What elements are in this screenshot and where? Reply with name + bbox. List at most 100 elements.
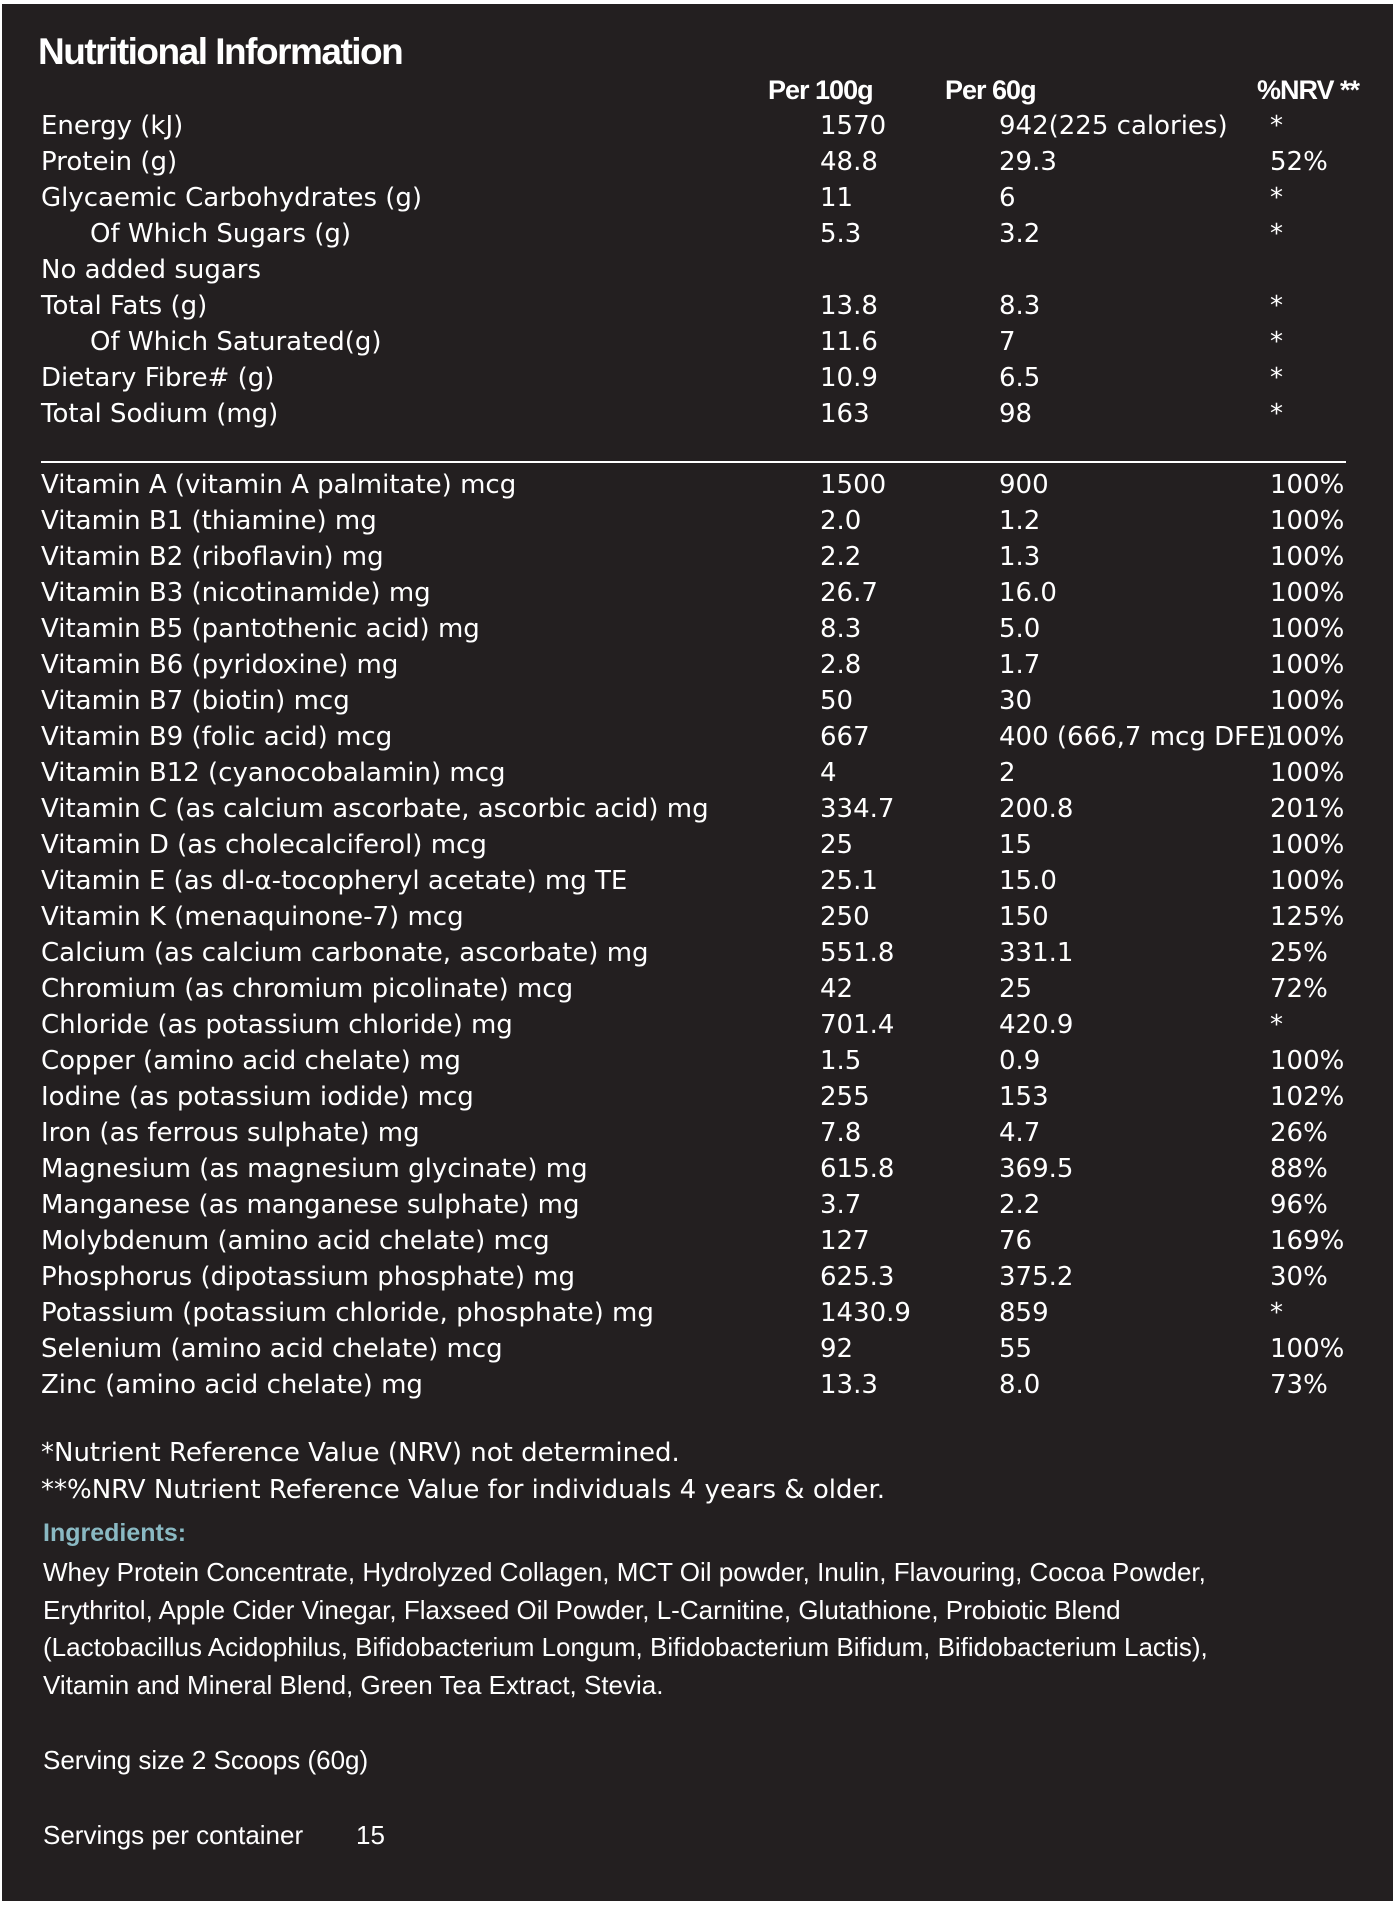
nrv: * <box>1270 183 1283 213</box>
nrv: * <box>1270 219 1283 249</box>
nrv: 100% <box>1270 650 1345 680</box>
nrv: 100% <box>1270 866 1345 896</box>
per-100g: 25 <box>820 830 854 860</box>
ingredients-text: Vitamin and Mineral Blend, Green Tea Ext… <box>43 1670 664 1701</box>
per-100g: 551.8 <box>820 938 895 968</box>
nrv: 52% <box>1270 147 1328 177</box>
per-60g: 375.2 <box>999 1262 1074 1292</box>
per-100g: 42 <box>820 974 854 1004</box>
column-header: Per 60g <box>945 75 1037 105</box>
per-60g: 98 <box>999 399 1033 429</box>
per-60g: 8.3 <box>999 291 1041 321</box>
per-60g: 153 <box>999 1082 1049 1112</box>
ingredients-text: Whey Protein Concentrate, Hydrolyzed Col… <box>43 1557 1206 1587</box>
nrv: 100% <box>1270 506 1345 536</box>
row-label: Vitamin B9 (folic acid) mcg <box>41 722 393 752</box>
ingredients-heading: Ingredients: <box>43 1519 187 1547</box>
per-100g: 48.8 <box>820 147 878 177</box>
ingredients-text: (Lactobacillus Acidophilus, Bifidobacter… <box>43 1632 1208 1663</box>
per-60g: 369.5 <box>999 1154 1074 1184</box>
per-100g: 5.3 <box>820 219 862 249</box>
row-label: Vitamin B1 (thiamine) mg <box>41 506 377 536</box>
row-label: Total Sodium (mg) <box>41 399 279 429</box>
per-100g: 163 <box>820 399 870 429</box>
row-label: Energy (kJ) <box>41 111 184 141</box>
nrv: 73% <box>1270 1370 1328 1400</box>
footnote: *Nutrient Reference Value (NRV) not dete… <box>41 1438 680 1468</box>
per-60g: 30 <box>999 686 1033 716</box>
row-label: Vitamin B12 (cyanocobalamin) mcg <box>41 758 506 788</box>
row-label: Vitamin B3 (nicotinamide) mg <box>41 578 431 608</box>
row-label: Total Fats (g) <box>41 291 208 321</box>
row-label: Vitamin B5 (pantothenic acid) mg <box>41 614 480 644</box>
per-100g: 334.7 <box>820 794 895 824</box>
row-label: No added sugars <box>41 255 262 285</box>
row-label: Copper (amino acid chelate) mg <box>41 1046 461 1076</box>
per-60g: 55 <box>999 1334 1033 1364</box>
nrv: * <box>1270 363 1283 393</box>
nrv: * <box>1270 327 1283 357</box>
row-label: Selenium (amino acid chelate) mcg <box>41 1334 503 1364</box>
row-label: Potassium (potassium chloride, phosphate… <box>41 1298 654 1328</box>
nrv: 88% <box>1270 1154 1328 1184</box>
nrv: 100% <box>1270 1334 1345 1364</box>
row-label: Calcium (as calcium carbonate, ascorbate… <box>41 938 649 968</box>
per-60g: 150 <box>999 902 1049 932</box>
title: Nutritional Information <box>38 31 404 72</box>
column-header: %NRV ** <box>1257 75 1360 105</box>
row-label: Of Which Saturated(g) <box>90 327 382 357</box>
per-100g: 127 <box>820 1226 870 1256</box>
per-100g: 26.7 <box>820 578 878 608</box>
nrv: 100% <box>1270 830 1345 860</box>
per-100g: 1.5 <box>820 1046 862 1076</box>
per-100g: 1500 <box>820 470 887 500</box>
nrv: 25% <box>1270 938 1328 968</box>
per-60g: 15 <box>999 830 1033 860</box>
per-100g: 667 <box>820 722 870 752</box>
per-60g: 400 (666,7 mcg DFE) <box>999 722 1276 752</box>
per-60g: 16.0 <box>999 578 1057 608</box>
label-panel: Nutritional Information Per 100g Per 60g%… <box>2 4 1393 1901</box>
nrv: 100% <box>1270 758 1345 788</box>
per-60g: 6.5 <box>999 363 1041 393</box>
nrv: 96% <box>1270 1190 1328 1220</box>
row-label: Zinc (amino acid chelate) mg <box>41 1370 423 1400</box>
row-label: Protein (g) <box>41 147 178 177</box>
row-label: Vitamin K (menaquinone-7) mcg <box>41 902 464 932</box>
per-60g: 3.2 <box>999 219 1041 249</box>
nrv: 72% <box>1270 974 1328 1004</box>
column-header: Per 100g <box>768 75 874 105</box>
row-label: Of Which Sugars (g) <box>90 219 352 249</box>
per-60g: 1.7 <box>999 650 1041 680</box>
per-100g: 250 <box>820 902 870 932</box>
servings-label: Servings per container <box>43 1820 304 1850</box>
row-label: Iodine (as potassium iodide) mcg <box>41 1082 474 1112</box>
per-60g: 1.2 <box>999 506 1041 536</box>
per-100g: 615.8 <box>820 1154 895 1184</box>
per-60g: 4.7 <box>999 1118 1041 1148</box>
per-100g: 2.8 <box>820 650 862 680</box>
per-100g: 11 <box>820 183 854 213</box>
per-100g: 2.2 <box>820 542 862 572</box>
per-60g: 76 <box>999 1226 1033 1256</box>
nrv: 100% <box>1270 722 1345 752</box>
per-100g: 50 <box>820 686 854 716</box>
per-60g: 2 <box>999 758 1016 788</box>
nrv: * <box>1270 1010 1283 1040</box>
per-60g: 420.9 <box>999 1010 1074 1040</box>
row-label: Vitamin C (as calcium ascorbate, ascorbi… <box>41 794 709 824</box>
row-label: Molybdenum (amino acid chelate) mcg <box>41 1226 550 1256</box>
per-100g: 92 <box>820 1334 854 1364</box>
row-label: Dietary Fibre# (g) <box>41 363 275 393</box>
per-60g: 8.0 <box>999 1370 1041 1400</box>
row-label: Chromium (as chromium picolinate) mcg <box>41 974 574 1004</box>
nrv: 102% <box>1270 1082 1345 1112</box>
nrv: * <box>1270 1298 1283 1328</box>
nrv: 201% <box>1270 794 1345 824</box>
per-60g: 859 <box>999 1298 1049 1328</box>
nrv: 100% <box>1270 578 1345 608</box>
per-60g: 900 <box>999 470 1049 500</box>
per-100g: 3.7 <box>820 1190 862 1220</box>
per-60g: 6 <box>999 183 1016 213</box>
per-100g: 255 <box>820 1082 870 1112</box>
